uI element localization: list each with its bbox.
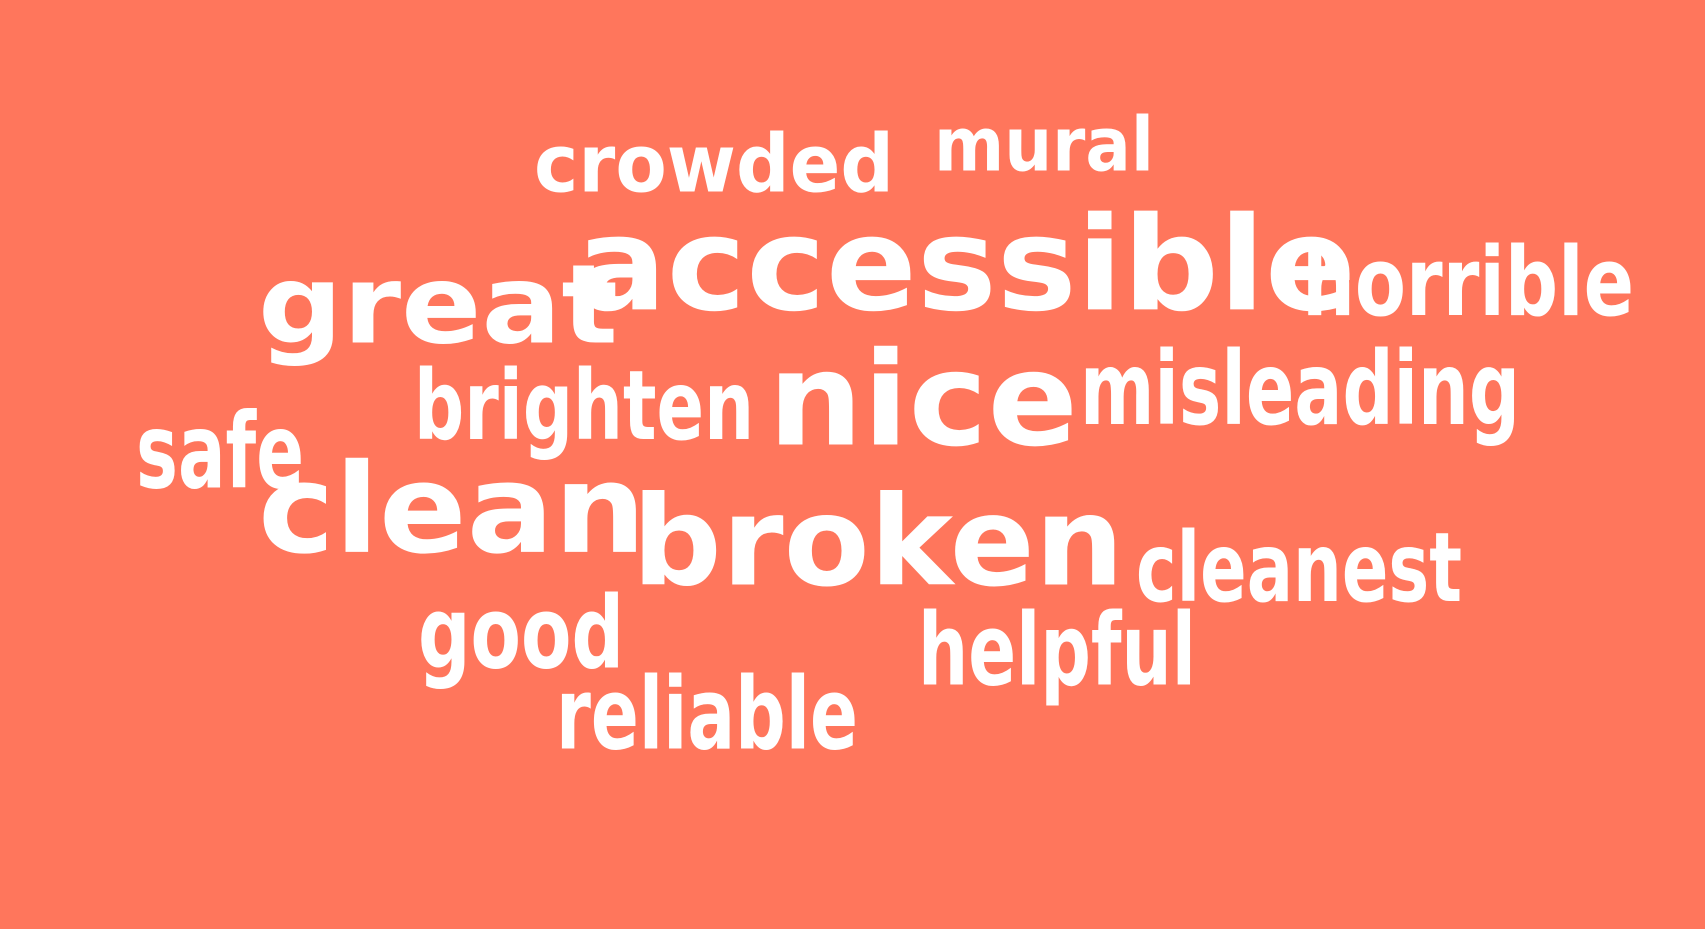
word-accessible: accessible (576, 189, 1357, 341)
word-horrible: horrible (1302, 227, 1635, 339)
word-good: good (418, 576, 624, 692)
word-helpful: helpful (918, 591, 1197, 709)
word-brighten: brighten (414, 349, 755, 463)
word-broken: broken (632, 469, 1125, 615)
word-mural: mural (934, 102, 1154, 189)
word-cleanest: cleanest (1136, 511, 1463, 625)
word-great: great (258, 240, 619, 370)
word-nice: nice (768, 323, 1078, 476)
word-crowded: crowded (534, 118, 894, 212)
word-clean: clean (258, 437, 646, 582)
word-safe: safe (136, 390, 305, 513)
word-misleading: misleading (1080, 329, 1520, 449)
word-reliable: reliable (556, 655, 859, 773)
